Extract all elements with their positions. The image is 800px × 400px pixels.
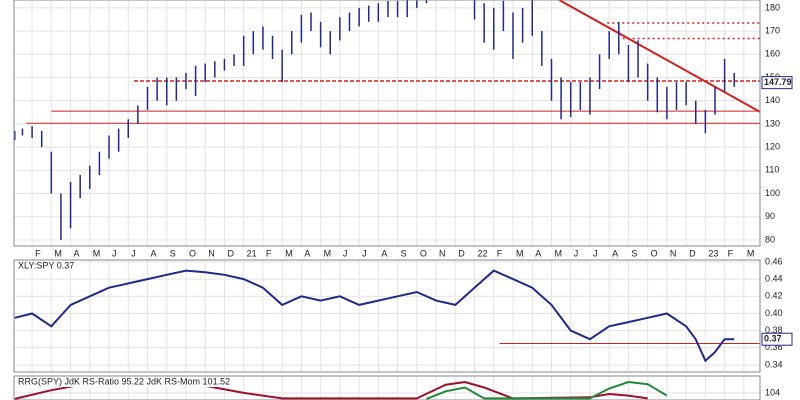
x-tick-label: D	[458, 248, 465, 258]
x-tick-label: M	[324, 248, 332, 258]
x-tick-label: D	[689, 248, 696, 258]
y-tick-label: 180	[765, 2, 780, 12]
panel	[14, 260, 760, 372]
y-tick-label: 0.36	[765, 342, 783, 352]
panel-frame	[13, 259, 761, 373]
x-tick-label: N	[208, 248, 215, 258]
panel-title: RRG(SPY) JdK RS-Ratio 95.22 JdK RS-Mom 1…	[18, 376, 230, 386]
x-tick-label: F	[497, 248, 503, 258]
last-value-tag	[761, 332, 793, 346]
x-tick-label: S	[401, 248, 407, 258]
x-tick-label: J	[131, 248, 136, 258]
x-tick-label: O	[651, 248, 658, 258]
y-tick-label: 0.46	[765, 256, 783, 266]
x-tick-label: J	[574, 248, 579, 258]
legend-box	[15, 377, 239, 387]
y-tick-label: 110	[765, 165, 779, 175]
x-tick-label: A	[535, 248, 541, 258]
x-tick-label: J	[593, 248, 598, 258]
x-tick-label: A	[74, 248, 80, 258]
data-line	[426, 380, 668, 400]
x-tick-label: A	[381, 248, 387, 258]
x-tick-label: J	[362, 248, 367, 258]
x-tick-label: M	[54, 248, 62, 258]
y-tick-label: 0.38	[765, 325, 783, 335]
legend-box	[15, 261, 81, 271]
y-tick-label: 140	[765, 95, 780, 105]
last-value-label: 0.37	[764, 334, 782, 344]
y-tick-label: 90	[765, 211, 775, 221]
panel-frame	[13, 0, 761, 247]
x-tick-label: F	[728, 248, 734, 258]
y-tick-label: 170	[765, 25, 780, 35]
data-line	[14, 269, 735, 363]
y-tick-label: 0.42	[765, 291, 783, 301]
x-tick-label: 22	[478, 248, 488, 258]
y-tick-label: 80	[765, 234, 775, 244]
x-tick-label: J	[343, 248, 348, 258]
panel-frame	[13, 375, 761, 400]
y-tick-label: 120	[765, 142, 780, 152]
x-tick-label: D	[227, 248, 234, 258]
x-tick-label: S	[631, 248, 637, 258]
x-tick-label: F	[35, 248, 41, 258]
x-tick-label: A	[151, 248, 157, 258]
y-tick-label: 0.34	[765, 359, 783, 369]
y-tick-label: 0.40	[765, 308, 783, 318]
x-tick-label: O	[189, 248, 196, 258]
x-tick-label: M	[516, 248, 524, 258]
x-tick-label: M	[93, 248, 101, 258]
last-value-tag	[761, 76, 793, 90]
x-tick-label: J	[112, 248, 117, 258]
x-tick-label: M	[285, 248, 293, 258]
x-tick-label: N	[439, 248, 446, 258]
x-tick-label: M	[747, 248, 755, 258]
x-tick-label: A	[612, 248, 618, 258]
x-tick-label: S	[170, 248, 176, 258]
x-tick-label: M	[554, 248, 562, 258]
y-tick-label: 100	[765, 188, 780, 198]
x-tick-label: F	[266, 248, 272, 258]
last-value-label: 147.79	[764, 77, 792, 87]
y-tick-label: 130	[765, 118, 780, 128]
panel-title: XLY:SPY 0.37	[18, 260, 74, 270]
y-tick-label: 160	[765, 49, 780, 59]
y-tick-label: 0.44	[765, 274, 783, 284]
trend-line	[558, 0, 760, 113]
x-tick-label: 21	[247, 248, 257, 258]
x-tick-label: O	[420, 248, 427, 258]
panel	[14, 0, 760, 246]
y-tick-label: 104	[765, 387, 780, 397]
x-tick-label: 23	[708, 248, 718, 258]
x-tick-label: N	[670, 248, 677, 258]
x-tick-label: A	[304, 248, 310, 258]
